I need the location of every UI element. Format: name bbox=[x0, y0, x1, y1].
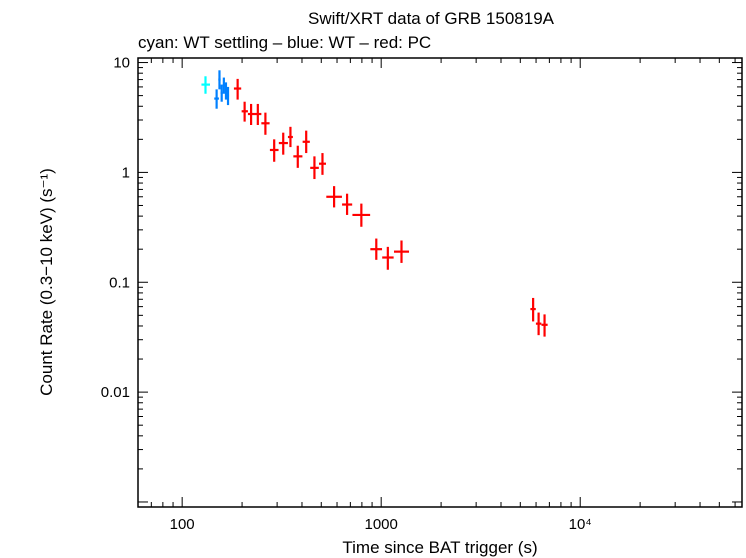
x-tick-label: 100 bbox=[170, 516, 195, 533]
chart-subtitle: cyan: WT settling – blue: WT – red: PC bbox=[138, 33, 431, 52]
data-point bbox=[224, 82, 228, 100]
y-tick-label: 0.01 bbox=[101, 384, 130, 401]
data-point bbox=[218, 70, 221, 90]
data-point bbox=[541, 314, 548, 337]
y-tick-label: 0.1 bbox=[109, 274, 130, 291]
data-point bbox=[352, 203, 371, 227]
data-point bbox=[287, 126, 293, 148]
series-wt-settling bbox=[201, 76, 210, 94]
data-point bbox=[394, 240, 410, 263]
data-point bbox=[233, 78, 242, 100]
data-point bbox=[214, 89, 219, 109]
data-point bbox=[247, 103, 255, 126]
data-point bbox=[293, 145, 303, 168]
data-point bbox=[535, 312, 542, 336]
data-point bbox=[226, 86, 230, 106]
data-point bbox=[530, 297, 536, 322]
y-tick-label: 10 bbox=[113, 55, 130, 72]
data-point bbox=[261, 112, 270, 135]
series-wt bbox=[214, 70, 230, 109]
series-pc bbox=[233, 78, 548, 337]
data-point bbox=[241, 101, 248, 122]
y-tick-label: 1 bbox=[122, 164, 130, 181]
data-point bbox=[326, 186, 342, 208]
data-point bbox=[269, 139, 279, 162]
x-axis-label: Time since BAT trigger (s) bbox=[342, 538, 537, 557]
data-point bbox=[382, 246, 394, 270]
data-point bbox=[370, 238, 383, 260]
data-point bbox=[278, 132, 288, 155]
data-point bbox=[222, 77, 225, 94]
data-point bbox=[201, 76, 210, 94]
data-point bbox=[220, 84, 223, 102]
data-point bbox=[302, 130, 310, 154]
data-point bbox=[342, 193, 353, 215]
axis-ticks bbox=[137, 58, 742, 508]
data-points bbox=[201, 70, 548, 337]
data-point bbox=[318, 153, 326, 175]
x-tick-label: 1000 bbox=[364, 516, 397, 533]
data-point bbox=[254, 103, 262, 126]
x-tick-label: 10⁴ bbox=[569, 516, 592, 533]
y-axis-label: Count Rate (0.3−10 keV) (s⁻¹) bbox=[37, 168, 56, 396]
tick-labels: 100 1000 10⁴ 0.01 0.1 1 10 bbox=[101, 55, 592, 533]
data-point bbox=[310, 156, 319, 180]
plot-frame bbox=[137, 57, 743, 508]
chart-title: Swift/XRT data of GRB 150819A bbox=[308, 9, 555, 28]
